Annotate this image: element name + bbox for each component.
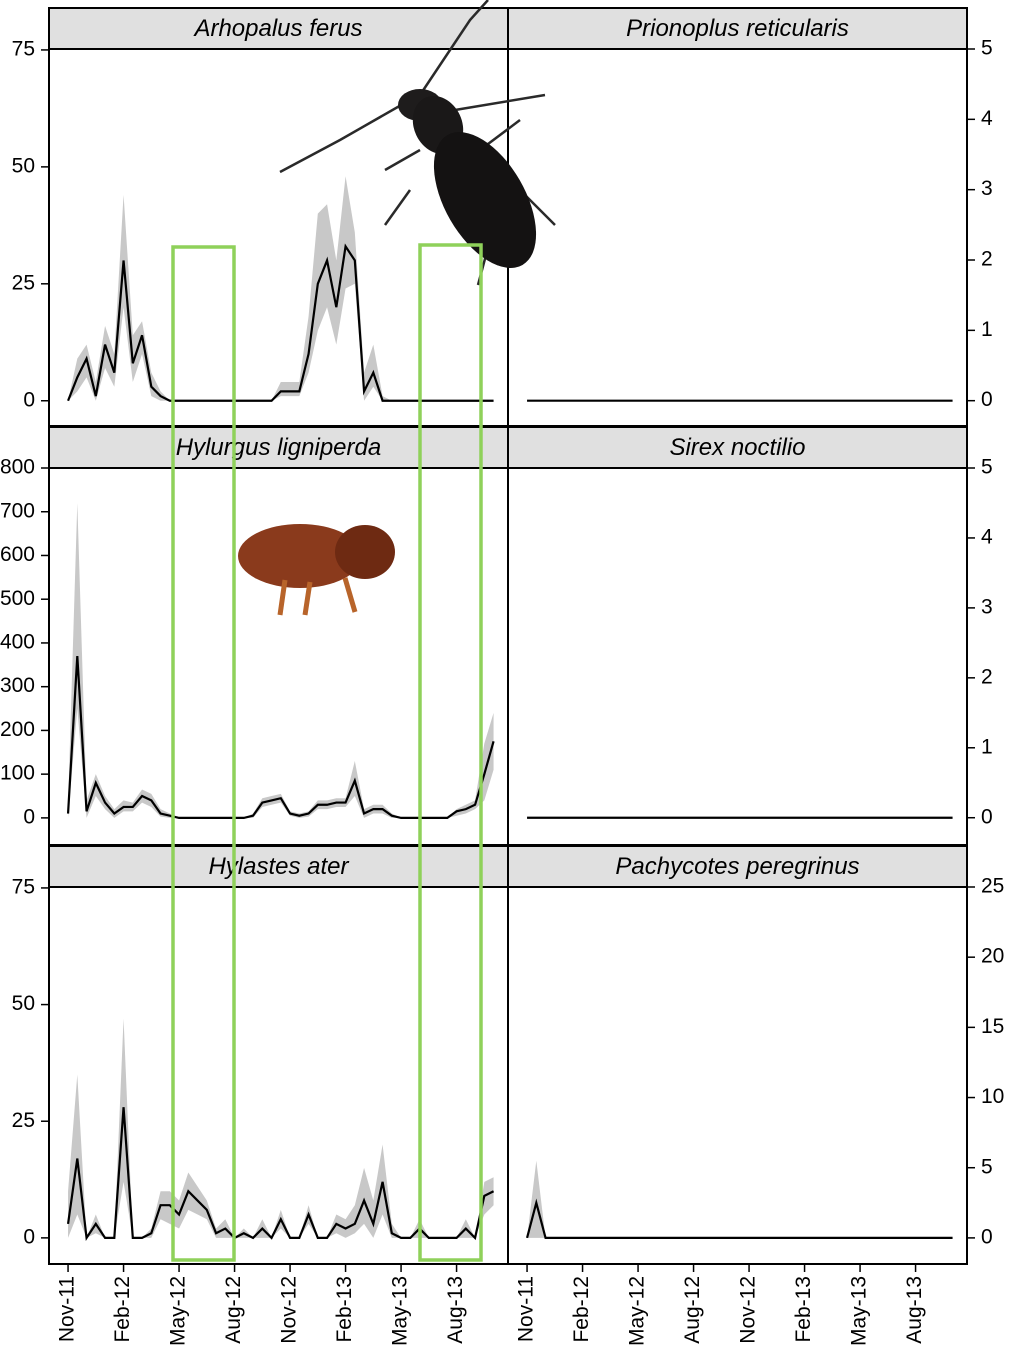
x-tick-label: Feb-13 [333, 1276, 356, 1343]
panel-title: Hylastes ater [208, 853, 349, 880]
x-tick-label: May-12 [626, 1276, 649, 1346]
y-tick-label: 0 [981, 1225, 993, 1248]
bark-beetle-photo [238, 524, 395, 615]
confidence-band [68, 176, 494, 401]
panel: Arhopalus ferus 0 25 50 75 [12, 8, 508, 426]
plot-frame [49, 468, 508, 845]
x-tick-label: Feb-13 [792, 1276, 815, 1343]
y-tick-label: 5 [981, 37, 993, 60]
y-tick-label: 25 [12, 1109, 35, 1132]
x-tick-label: May-13 [389, 1276, 412, 1346]
y-tick-label: 10 [981, 1085, 1004, 1108]
confidence-band [68, 1019, 494, 1238]
y-tick-label: 200 [0, 718, 35, 741]
y-tick-label: 20 [981, 945, 1004, 968]
y-tick-label: 25 [981, 875, 1004, 898]
highlight-box [420, 245, 481, 1260]
y-tick-label: 75 [12, 875, 35, 898]
x-tick-label: Feb-12 [111, 1276, 134, 1343]
y-tick-label: 5 [981, 456, 993, 479]
y-tick-label: 0 [981, 388, 993, 411]
panel-title: Sirex noctilio [669, 434, 805, 461]
data-line [68, 1107, 494, 1238]
x-tick-label: Feb-12 [570, 1276, 593, 1343]
x-tick-label: Aug-13 [444, 1276, 467, 1344]
x-tick-label: Aug-12 [681, 1276, 704, 1344]
decorations [173, 0, 557, 1260]
x-tick-label: Nov-11 [515, 1276, 538, 1342]
x-tick-label: Nov-11 [56, 1276, 79, 1342]
x-tick-label: Aug-13 [903, 1276, 926, 1344]
x-tick-label: Aug-12 [222, 1276, 245, 1344]
y-tick-label: 0 [981, 805, 993, 828]
x-tick-label: May-13 [848, 1276, 871, 1346]
panel-title: Arhopalus ferus [192, 15, 362, 42]
x-tick-label: May-12 [167, 1276, 190, 1346]
y-tick-label: 500 [0, 587, 35, 610]
y-tick-label: 700 [0, 499, 35, 522]
y-tick-label: 2 [981, 665, 993, 688]
highlight-box [173, 247, 234, 1260]
y-tick-label: 4 [981, 525, 993, 548]
y-tick-label: 50 [12, 154, 35, 177]
y-tick-label: 4 [981, 107, 993, 130]
y-tick-label: 600 [0, 543, 35, 566]
y-tick-label: 0 [23, 388, 35, 411]
x-tick-label: Nov-12 [278, 1276, 301, 1344]
y-tick-label: 0 [23, 1225, 35, 1248]
y-tick-label: 75 [12, 37, 35, 60]
y-tick-label: 400 [0, 630, 35, 653]
x-tick-label: Nov-12 [737, 1276, 760, 1344]
panel: Pachycotes peregrinus 0 5 10 15 20 25 Nov-11 Feb… [508, 846, 1004, 1346]
y-tick-label: 5 [981, 1155, 993, 1178]
panel: Sirex noctilio 0 1 2 3 4 5 [508, 427, 993, 845]
plot-frame [508, 49, 967, 426]
figure: Arhopalus ferus0255075Prionoplus reticul… [0, 0, 1010, 1359]
y-tick-label: 3 [981, 595, 993, 618]
y-tick-label: 50 [12, 992, 35, 1015]
y-tick-label: 2 [981, 248, 993, 271]
y-tick-label: 25 [12, 271, 35, 294]
panel-title: Prionoplus reticularis [626, 15, 849, 42]
y-tick-label: 3 [981, 177, 993, 200]
y-tick-label: 1 [981, 318, 993, 341]
plot-frame [508, 468, 967, 845]
panel-title: Pachycotes peregrinus [615, 853, 859, 880]
y-tick-label: 15 [981, 1015, 1004, 1038]
y-tick-label: 300 [0, 674, 35, 697]
panel: Hylurgus ligniperda 0 100 200 300 400 500 600 70… [0, 427, 508, 845]
plot-frame [508, 887, 967, 1264]
y-tick-label: 1 [981, 735, 993, 758]
panel: Prionoplus reticularis 0 1 2 3 4 5 [508, 8, 993, 426]
data-line [68, 656, 494, 818]
confidence-band [527, 1161, 953, 1238]
y-tick-label: 0 [23, 805, 35, 828]
panel-title: Hylurgus ligniperda [176, 434, 381, 461]
data-line [527, 1203, 953, 1238]
y-tick-label: 100 [0, 762, 35, 785]
panel: Hylastes ater 0 25 50 75 Nov-11 Feb-12 May-12 Au… [12, 846, 508, 1346]
y-tick-label: 800 [0, 456, 35, 479]
